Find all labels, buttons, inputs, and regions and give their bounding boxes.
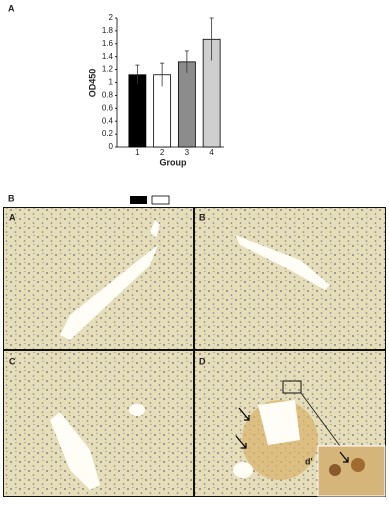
- panel-label: A: [8, 3, 15, 13]
- subpanel-label: C: [9, 356, 16, 366]
- arrow: [235, 435, 247, 449]
- x-tick-label: 3: [185, 148, 190, 157]
- micrograph: [4, 351, 193, 496]
- subpanel-label: D: [199, 356, 206, 366]
- arrow: [339, 451, 349, 463]
- y-tick-label: 0.4: [102, 116, 114, 125]
- legend-swatch: [151, 195, 170, 205]
- y-tick-label: 1.4: [102, 52, 114, 61]
- bar: [128, 74, 147, 148]
- inset: [317, 445, 386, 497]
- y-tick-label: 1.2: [102, 65, 114, 74]
- vessel: [235, 235, 330, 290]
- vessel: [258, 400, 300, 445]
- vessel: [150, 220, 160, 238]
- y-tick-label: 0.6: [102, 103, 114, 112]
- x-tick-label: 1: [135, 148, 140, 157]
- y-tick-label: 1.6: [102, 39, 114, 48]
- legend-swatch: [130, 196, 147, 204]
- y-tick-label: 0.2: [102, 129, 114, 138]
- vessel: [129, 404, 145, 416]
- micrograph: [4, 208, 193, 349]
- y-tick-label: 1: [109, 78, 114, 87]
- panel-label: B: [8, 193, 15, 203]
- zoom-line: [300, 392, 341, 447]
- x-axis-label: Group: [160, 157, 187, 167]
- bar: [177, 61, 196, 148]
- x-tick-label: 4: [209, 148, 214, 157]
- inset-cell: [351, 458, 365, 472]
- vessel: [233, 462, 253, 478]
- y-tick-label: 0.8: [102, 91, 114, 100]
- panel-b: B A B C D d': [3, 193, 386, 497]
- x-tick-label: 2: [160, 148, 165, 157]
- zoom-box: [282, 380, 302, 394]
- y-tick-label: 1.8: [102, 26, 114, 35]
- y-tick-label: 2: [109, 13, 114, 22]
- arrow: [238, 407, 250, 421]
- vessel: [50, 412, 100, 490]
- micrograph: [195, 208, 385, 349]
- y-axis-label: OD450: [87, 69, 97, 98]
- y-tick-label: 0: [109, 142, 114, 151]
- subpanel-label: A: [9, 212, 16, 222]
- subpanel-label: B: [199, 212, 206, 222]
- vessel: [60, 245, 158, 340]
- inset-cell: [329, 464, 341, 476]
- inset-label: d': [305, 456, 313, 466]
